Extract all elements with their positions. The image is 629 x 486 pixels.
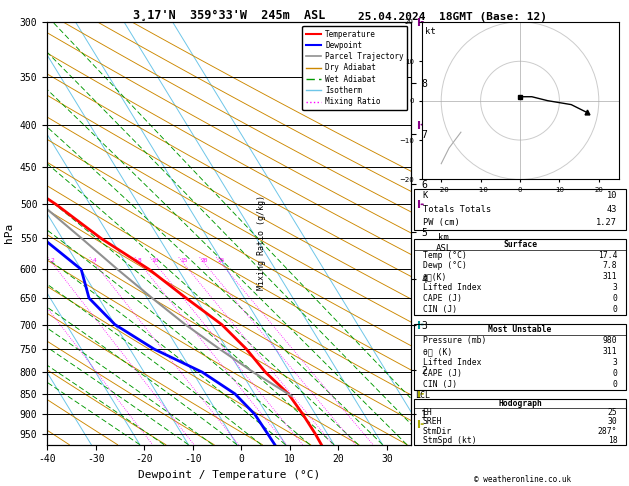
Y-axis label: km
ASL: km ASL bbox=[435, 233, 452, 253]
Text: Totals Totals: Totals Totals bbox=[423, 205, 491, 214]
Text: Pressure (mb): Pressure (mb) bbox=[423, 336, 486, 345]
Text: Mixing Ratio (g/kg): Mixing Ratio (g/kg) bbox=[257, 195, 265, 291]
X-axis label: Dewpoint / Temperature (°C): Dewpoint / Temperature (°C) bbox=[138, 470, 320, 480]
Text: 30: 30 bbox=[608, 417, 618, 427]
Text: StmSpd (kt): StmSpd (kt) bbox=[423, 435, 476, 445]
Text: 287°: 287° bbox=[598, 427, 618, 435]
Text: 311: 311 bbox=[603, 272, 618, 281]
Text: 15: 15 bbox=[180, 259, 187, 263]
Text: 3: 3 bbox=[613, 358, 618, 367]
Text: CIN (J): CIN (J) bbox=[423, 380, 457, 389]
Text: Lifted Index: Lifted Index bbox=[423, 283, 481, 292]
Text: 18: 18 bbox=[608, 435, 618, 445]
Text: 43: 43 bbox=[607, 205, 618, 214]
Text: CAPE (J): CAPE (J) bbox=[423, 369, 462, 378]
Text: CIN (J): CIN (J) bbox=[423, 305, 457, 313]
Text: 4: 4 bbox=[92, 259, 96, 263]
Text: Hodograph: Hodograph bbox=[498, 399, 542, 408]
Text: EH: EH bbox=[423, 408, 432, 417]
Text: 20: 20 bbox=[201, 259, 208, 263]
Title: 3¸17'N  359°33'W  245m  ASL: 3¸17'N 359°33'W 245m ASL bbox=[133, 9, 325, 22]
Text: Most Unstable: Most Unstable bbox=[488, 325, 552, 334]
Text: 7.8: 7.8 bbox=[603, 261, 618, 271]
Legend: Temperature, Dewpoint, Parcel Trajectory, Dry Adiabat, Wet Adiabat, Isotherm, Mi: Temperature, Dewpoint, Parcel Trajectory… bbox=[302, 26, 408, 110]
Text: 2: 2 bbox=[50, 259, 54, 263]
Text: 0: 0 bbox=[613, 369, 618, 378]
Text: PW (cm): PW (cm) bbox=[423, 218, 459, 227]
Y-axis label: hPa: hPa bbox=[4, 223, 14, 243]
Text: 10: 10 bbox=[152, 259, 159, 263]
Text: 3: 3 bbox=[613, 283, 618, 292]
Text: 25: 25 bbox=[608, 408, 618, 417]
Text: Lifted Index: Lifted Index bbox=[423, 358, 481, 367]
Text: 0: 0 bbox=[613, 305, 618, 313]
Text: CAPE (J): CAPE (J) bbox=[423, 294, 462, 303]
Text: Temp (°C): Temp (°C) bbox=[423, 251, 467, 260]
Text: 311: 311 bbox=[603, 347, 618, 356]
Text: 10: 10 bbox=[607, 191, 618, 200]
Text: 980: 980 bbox=[603, 336, 618, 345]
Text: 25.04.2024  18GMT (Base: 12): 25.04.2024 18GMT (Base: 12) bbox=[359, 12, 547, 22]
Text: SREH: SREH bbox=[423, 417, 442, 427]
Text: 25: 25 bbox=[218, 259, 225, 263]
Text: K: K bbox=[423, 191, 428, 200]
Text: kt: kt bbox=[425, 27, 436, 35]
Text: Surface: Surface bbox=[503, 240, 537, 249]
Text: θᴜ(K): θᴜ(K) bbox=[423, 272, 447, 281]
Text: 0: 0 bbox=[613, 380, 618, 389]
Text: © weatheronline.co.uk: © weatheronline.co.uk bbox=[474, 474, 571, 484]
Text: 1.27: 1.27 bbox=[596, 218, 618, 227]
Text: StmDir: StmDir bbox=[423, 427, 452, 435]
Text: Dewp (°C): Dewp (°C) bbox=[423, 261, 467, 271]
Text: 17.4: 17.4 bbox=[598, 251, 618, 260]
Text: 0: 0 bbox=[613, 294, 618, 303]
Text: LCL: LCL bbox=[415, 391, 430, 400]
Text: 8: 8 bbox=[138, 259, 142, 263]
Text: θᴜ (K): θᴜ (K) bbox=[423, 347, 452, 356]
